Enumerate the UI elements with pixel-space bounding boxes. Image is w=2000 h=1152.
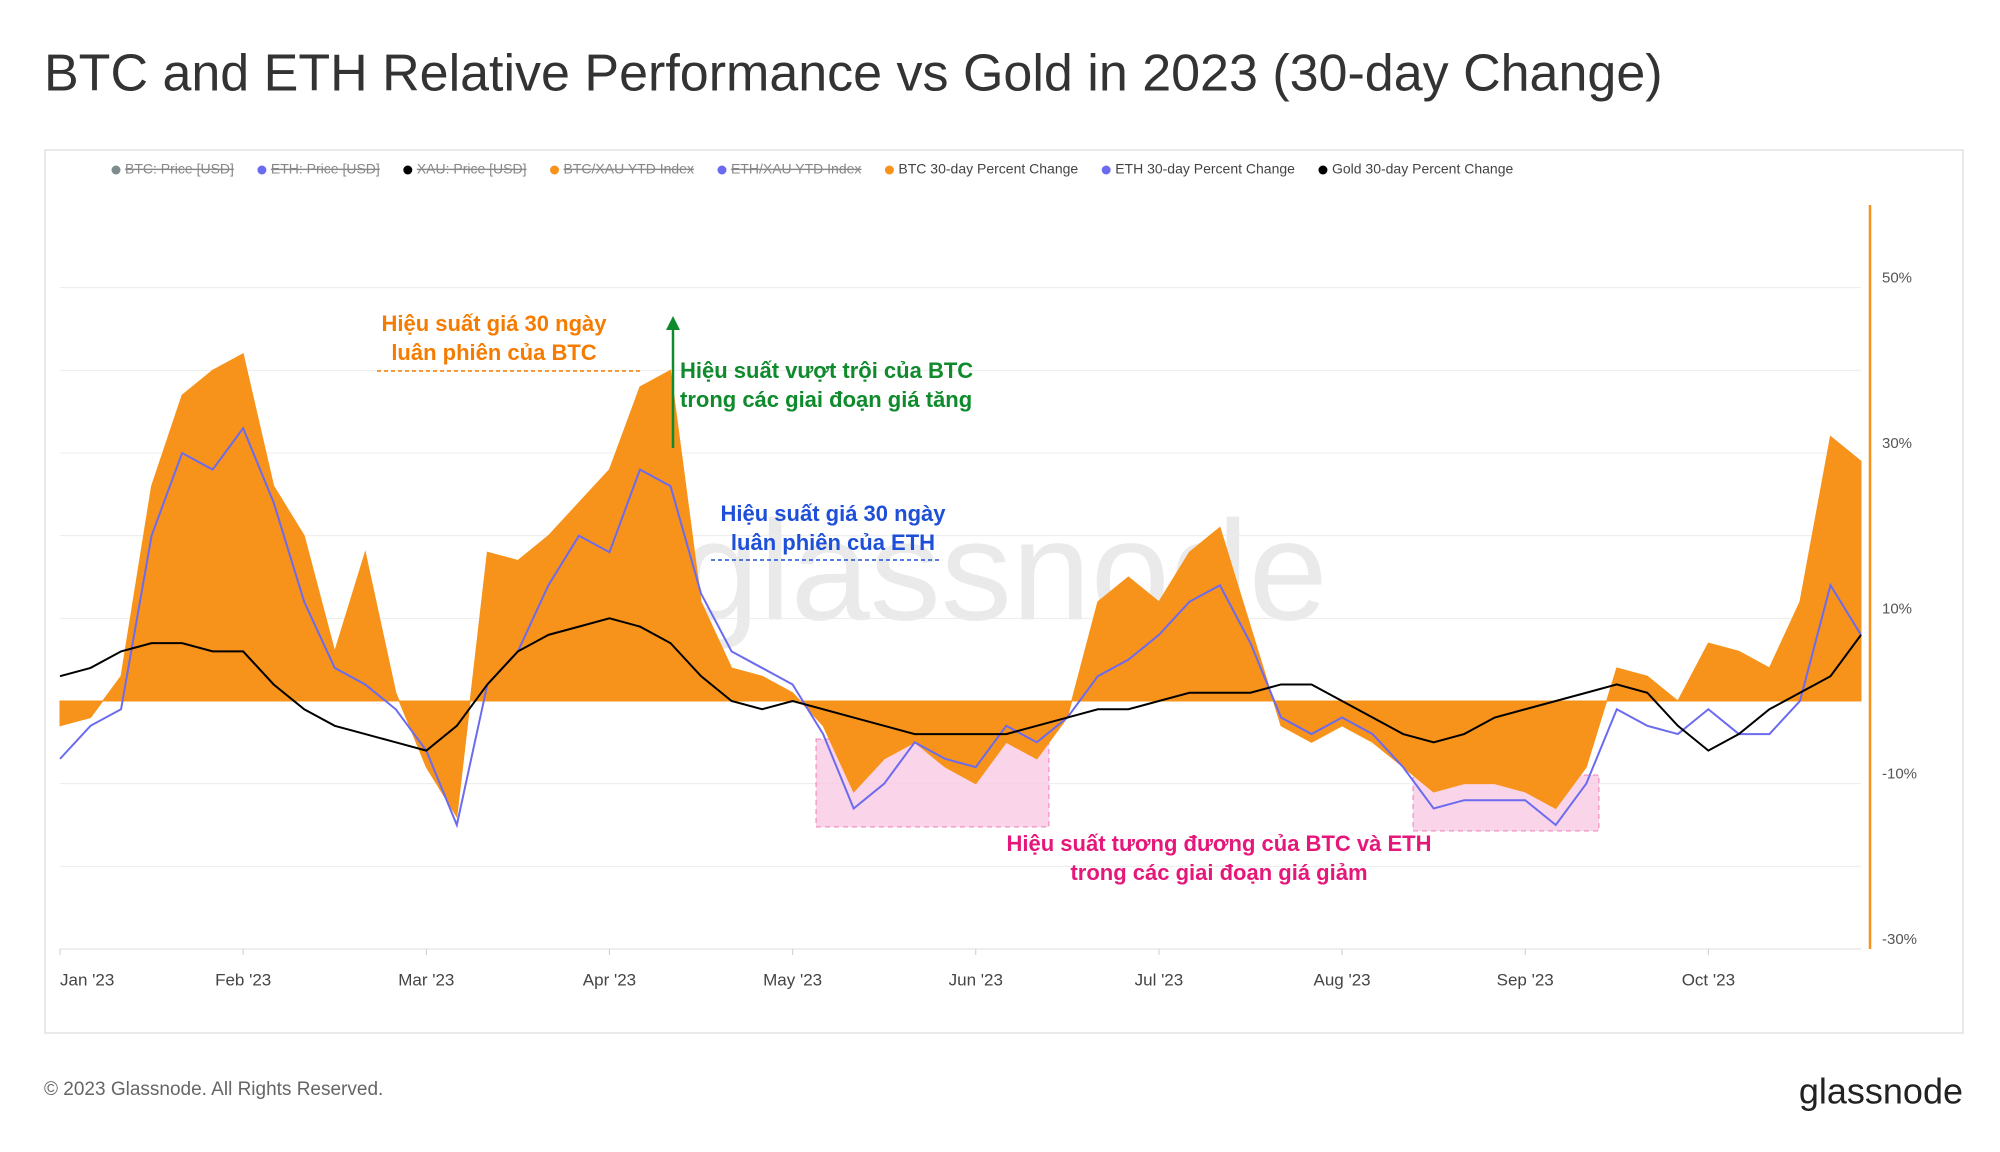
annotation: Hiệu suất tương đương của BTC và ETH: [1007, 831, 1432, 856]
legend-marker: [550, 165, 560, 175]
y-tick-label: 10%: [1882, 600, 1912, 617]
legend-label: BTC 30-day Percent Change: [898, 161, 1078, 177]
legend-marker: [717, 165, 727, 175]
legend-label: Gold 30-day Percent Change: [1332, 161, 1514, 177]
legend-label: BTC/XAU YTD Index: [564, 161, 694, 177]
chart-title: BTC and ETH Relative Performance vs Gold…: [44, 45, 1663, 103]
legend-label: ETH/XAU YTD Index: [731, 161, 861, 177]
series-line: [59, 617, 1862, 752]
x-tick-label: Sep '23: [1497, 970, 1554, 989]
x-tick-label: Mar '23: [398, 970, 454, 989]
y-tick-label: -30%: [1882, 931, 1917, 948]
legend-marker: [111, 165, 121, 175]
annotation: trong các giai đoạn giá giảm: [1070, 860, 1367, 885]
legend-marker: [1101, 165, 1111, 175]
copyright: © 2023 Glassnode. All Rights Reserved.: [44, 1079, 383, 1100]
annotation: Hiệu suất giá 30 ngày: [382, 311, 608, 336]
annotation: luân phiên của ETH: [731, 530, 935, 555]
x-tick-label: Jun '23: [949, 970, 1003, 989]
legend-label: ETH: Price [USD]: [271, 161, 380, 177]
legend-label: XAU: Price [USD]: [417, 161, 527, 177]
legend-label: ETH 30-day Percent Change: [1115, 161, 1295, 177]
annotation: Hiệu suất giá 30 ngày: [721, 501, 947, 526]
x-tick-label: Jan '23: [60, 970, 114, 989]
x-tick-label: Feb '23: [215, 970, 271, 989]
annotation-arrowhead: [666, 316, 680, 330]
chart-frame: [44, 149, 1964, 1034]
legend-marker: [257, 165, 267, 175]
legend-marker: [884, 165, 894, 175]
logo: glassnode: [1799, 1071, 1963, 1112]
annotation: Hiệu suất vượt trội của BTC: [680, 358, 973, 383]
annotation: trong các giai đoạn giá tăng: [680, 387, 972, 412]
btc-area: [59, 353, 1862, 819]
x-tick-label: May '23: [763, 970, 822, 989]
y-tick-label: 50%: [1882, 270, 1912, 287]
x-tick-label: Oct '23: [1682, 970, 1735, 989]
annotation: luân phiên của BTC: [391, 340, 596, 365]
x-tick-label: Apr '23: [583, 970, 636, 989]
x-tick-label: Jul '23: [1135, 970, 1184, 989]
x-tick-label: Aug '23: [1313, 970, 1370, 989]
legend-marker: [1318, 165, 1328, 175]
legend-label: BTC: Price [USD]: [125, 161, 234, 177]
y-tick-label: -10%: [1882, 766, 1917, 783]
y-tick-label: 30%: [1882, 435, 1912, 452]
series-line: [59, 426, 1862, 829]
legend-marker: [403, 165, 413, 175]
